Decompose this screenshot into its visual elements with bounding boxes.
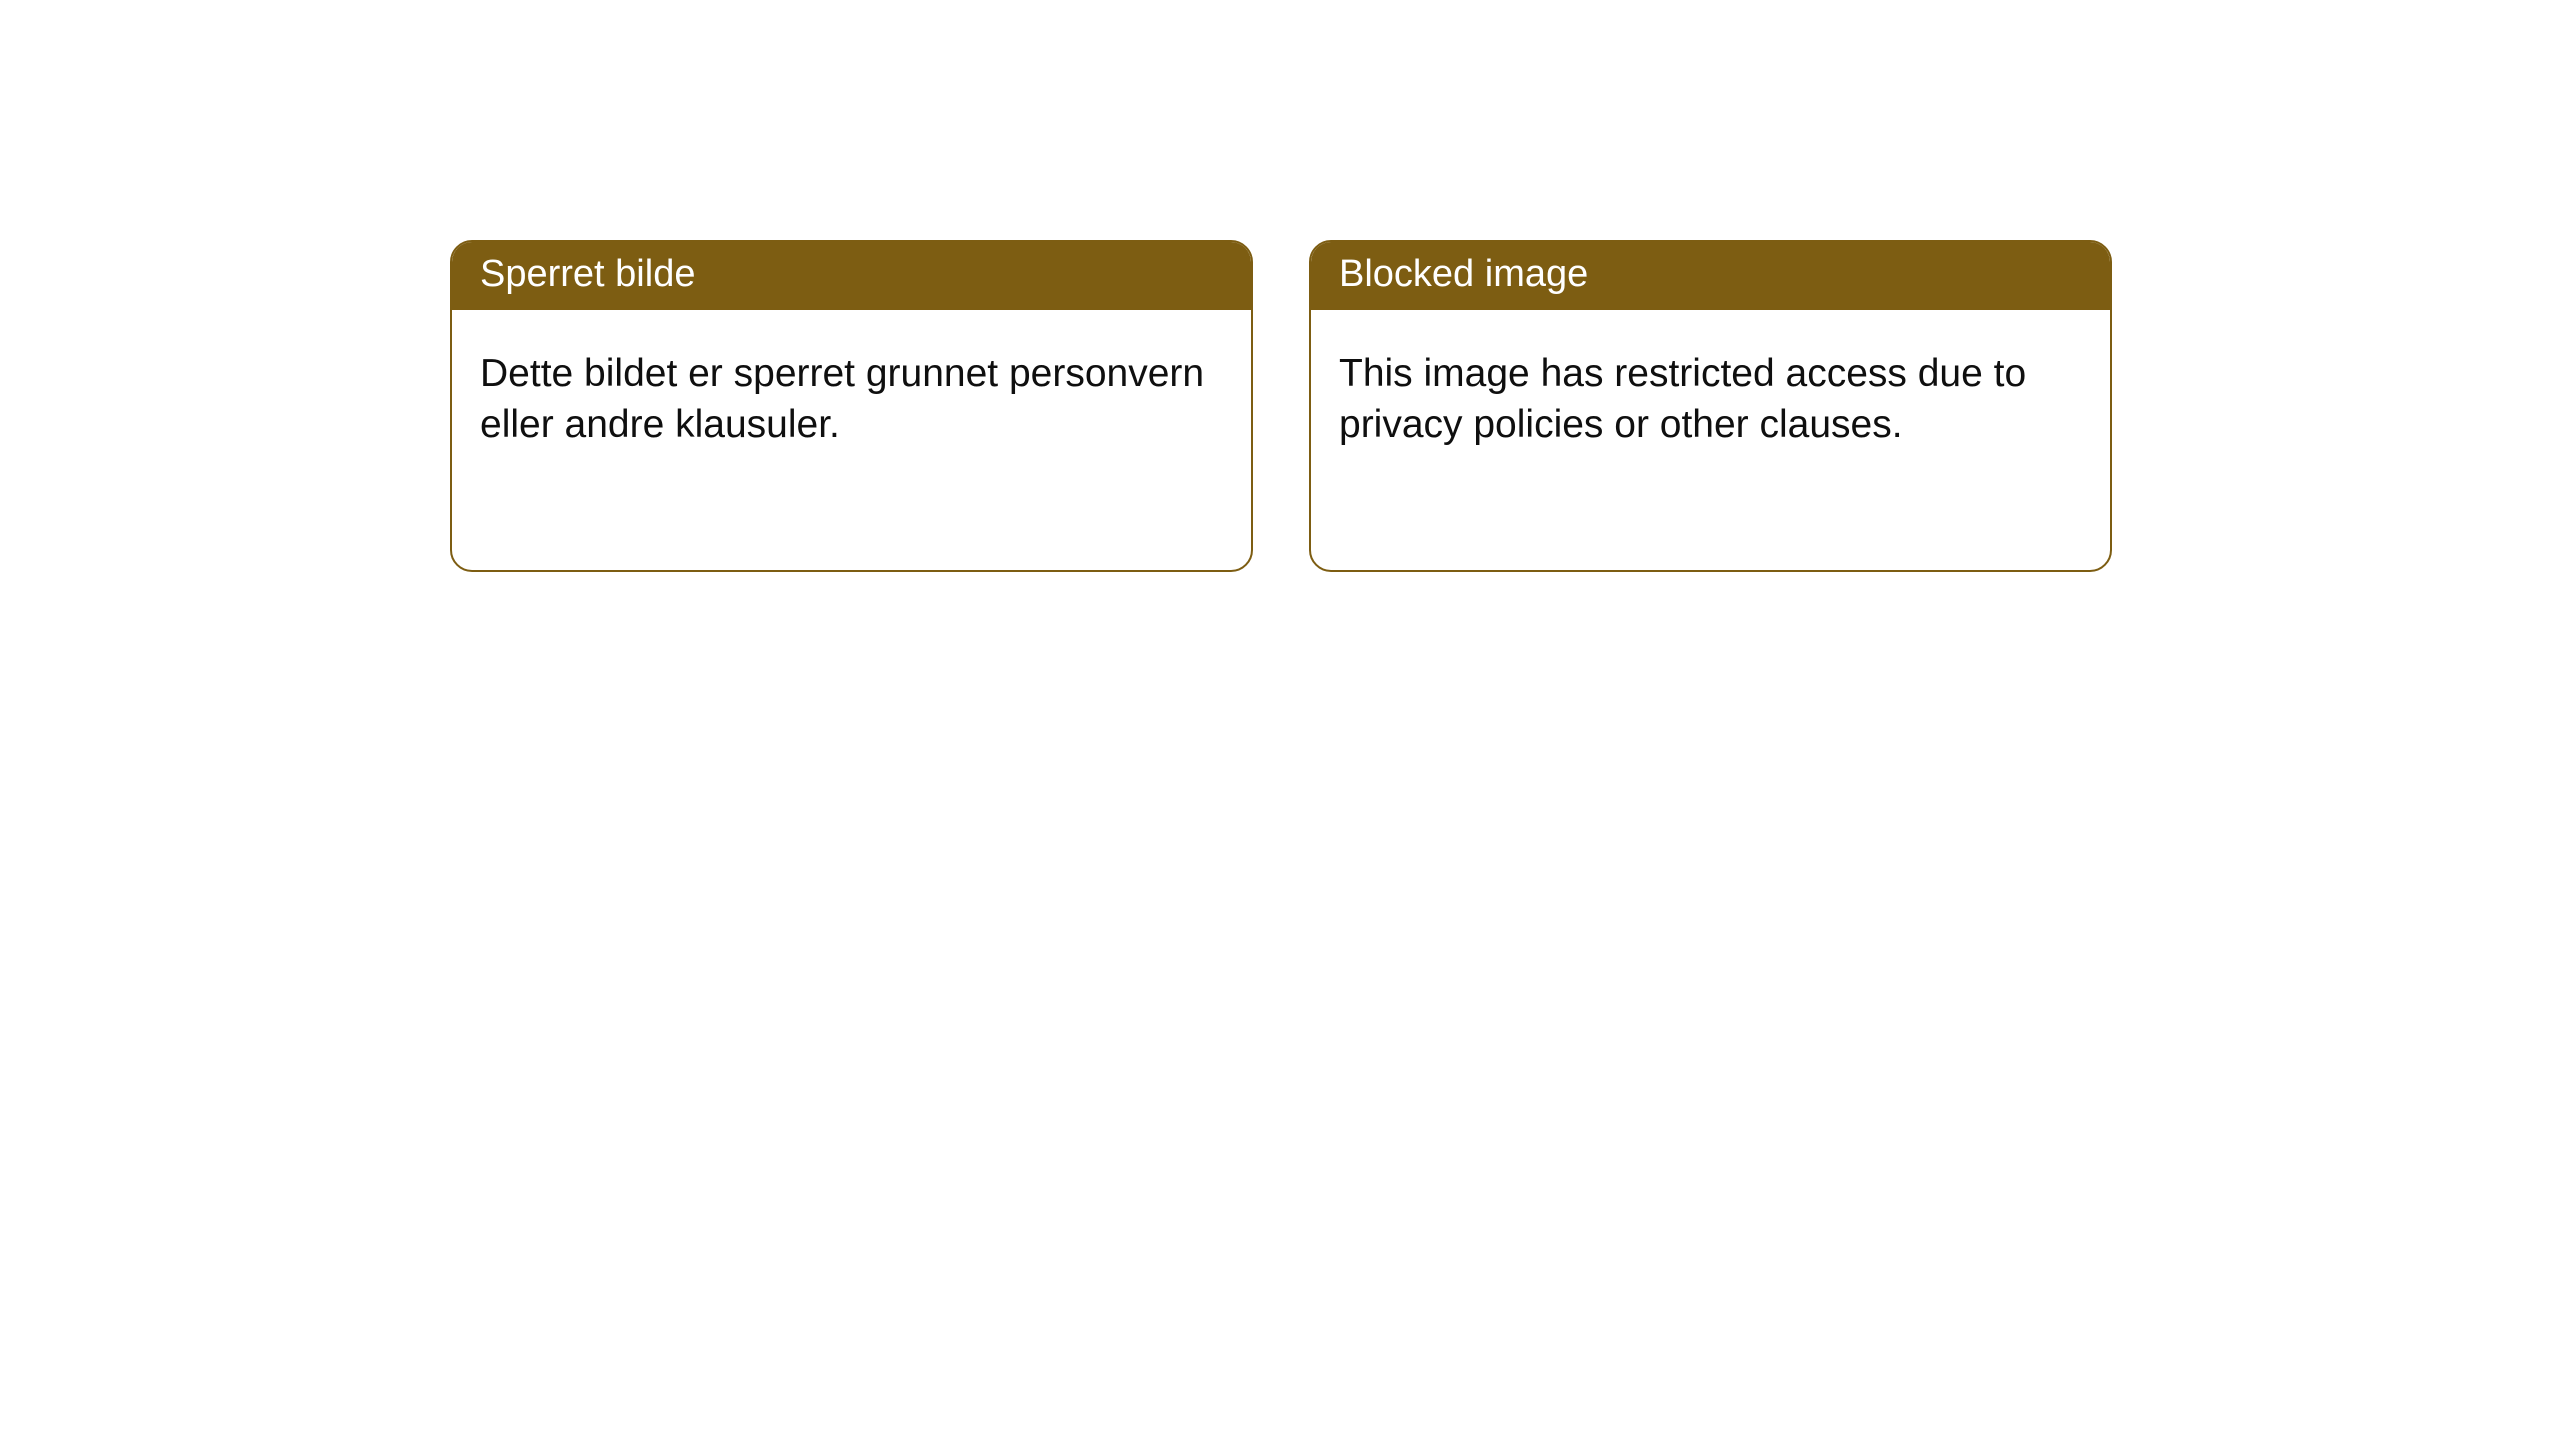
notice-card-body: This image has restricted access due to …	[1311, 310, 2110, 479]
notice-card-title: Sperret bilde	[480, 253, 695, 295]
notice-card-norwegian: Sperret bilde Dette bildet er sperret gr…	[450, 240, 1253, 572]
notice-card-title: Blocked image	[1339, 253, 1588, 295]
notice-card-english: Blocked image This image has restricted …	[1309, 240, 2112, 572]
notice-cards-container: Sperret bilde Dette bildet er sperret gr…	[0, 0, 2560, 572]
notice-card-message: Dette bildet er sperret grunnet personve…	[480, 352, 1204, 446]
notice-card-header: Sperret bilde	[452, 242, 1251, 310]
notice-card-header: Blocked image	[1311, 242, 2110, 310]
notice-card-body: Dette bildet er sperret grunnet personve…	[452, 310, 1251, 479]
notice-card-message: This image has restricted access due to …	[1339, 352, 2026, 446]
